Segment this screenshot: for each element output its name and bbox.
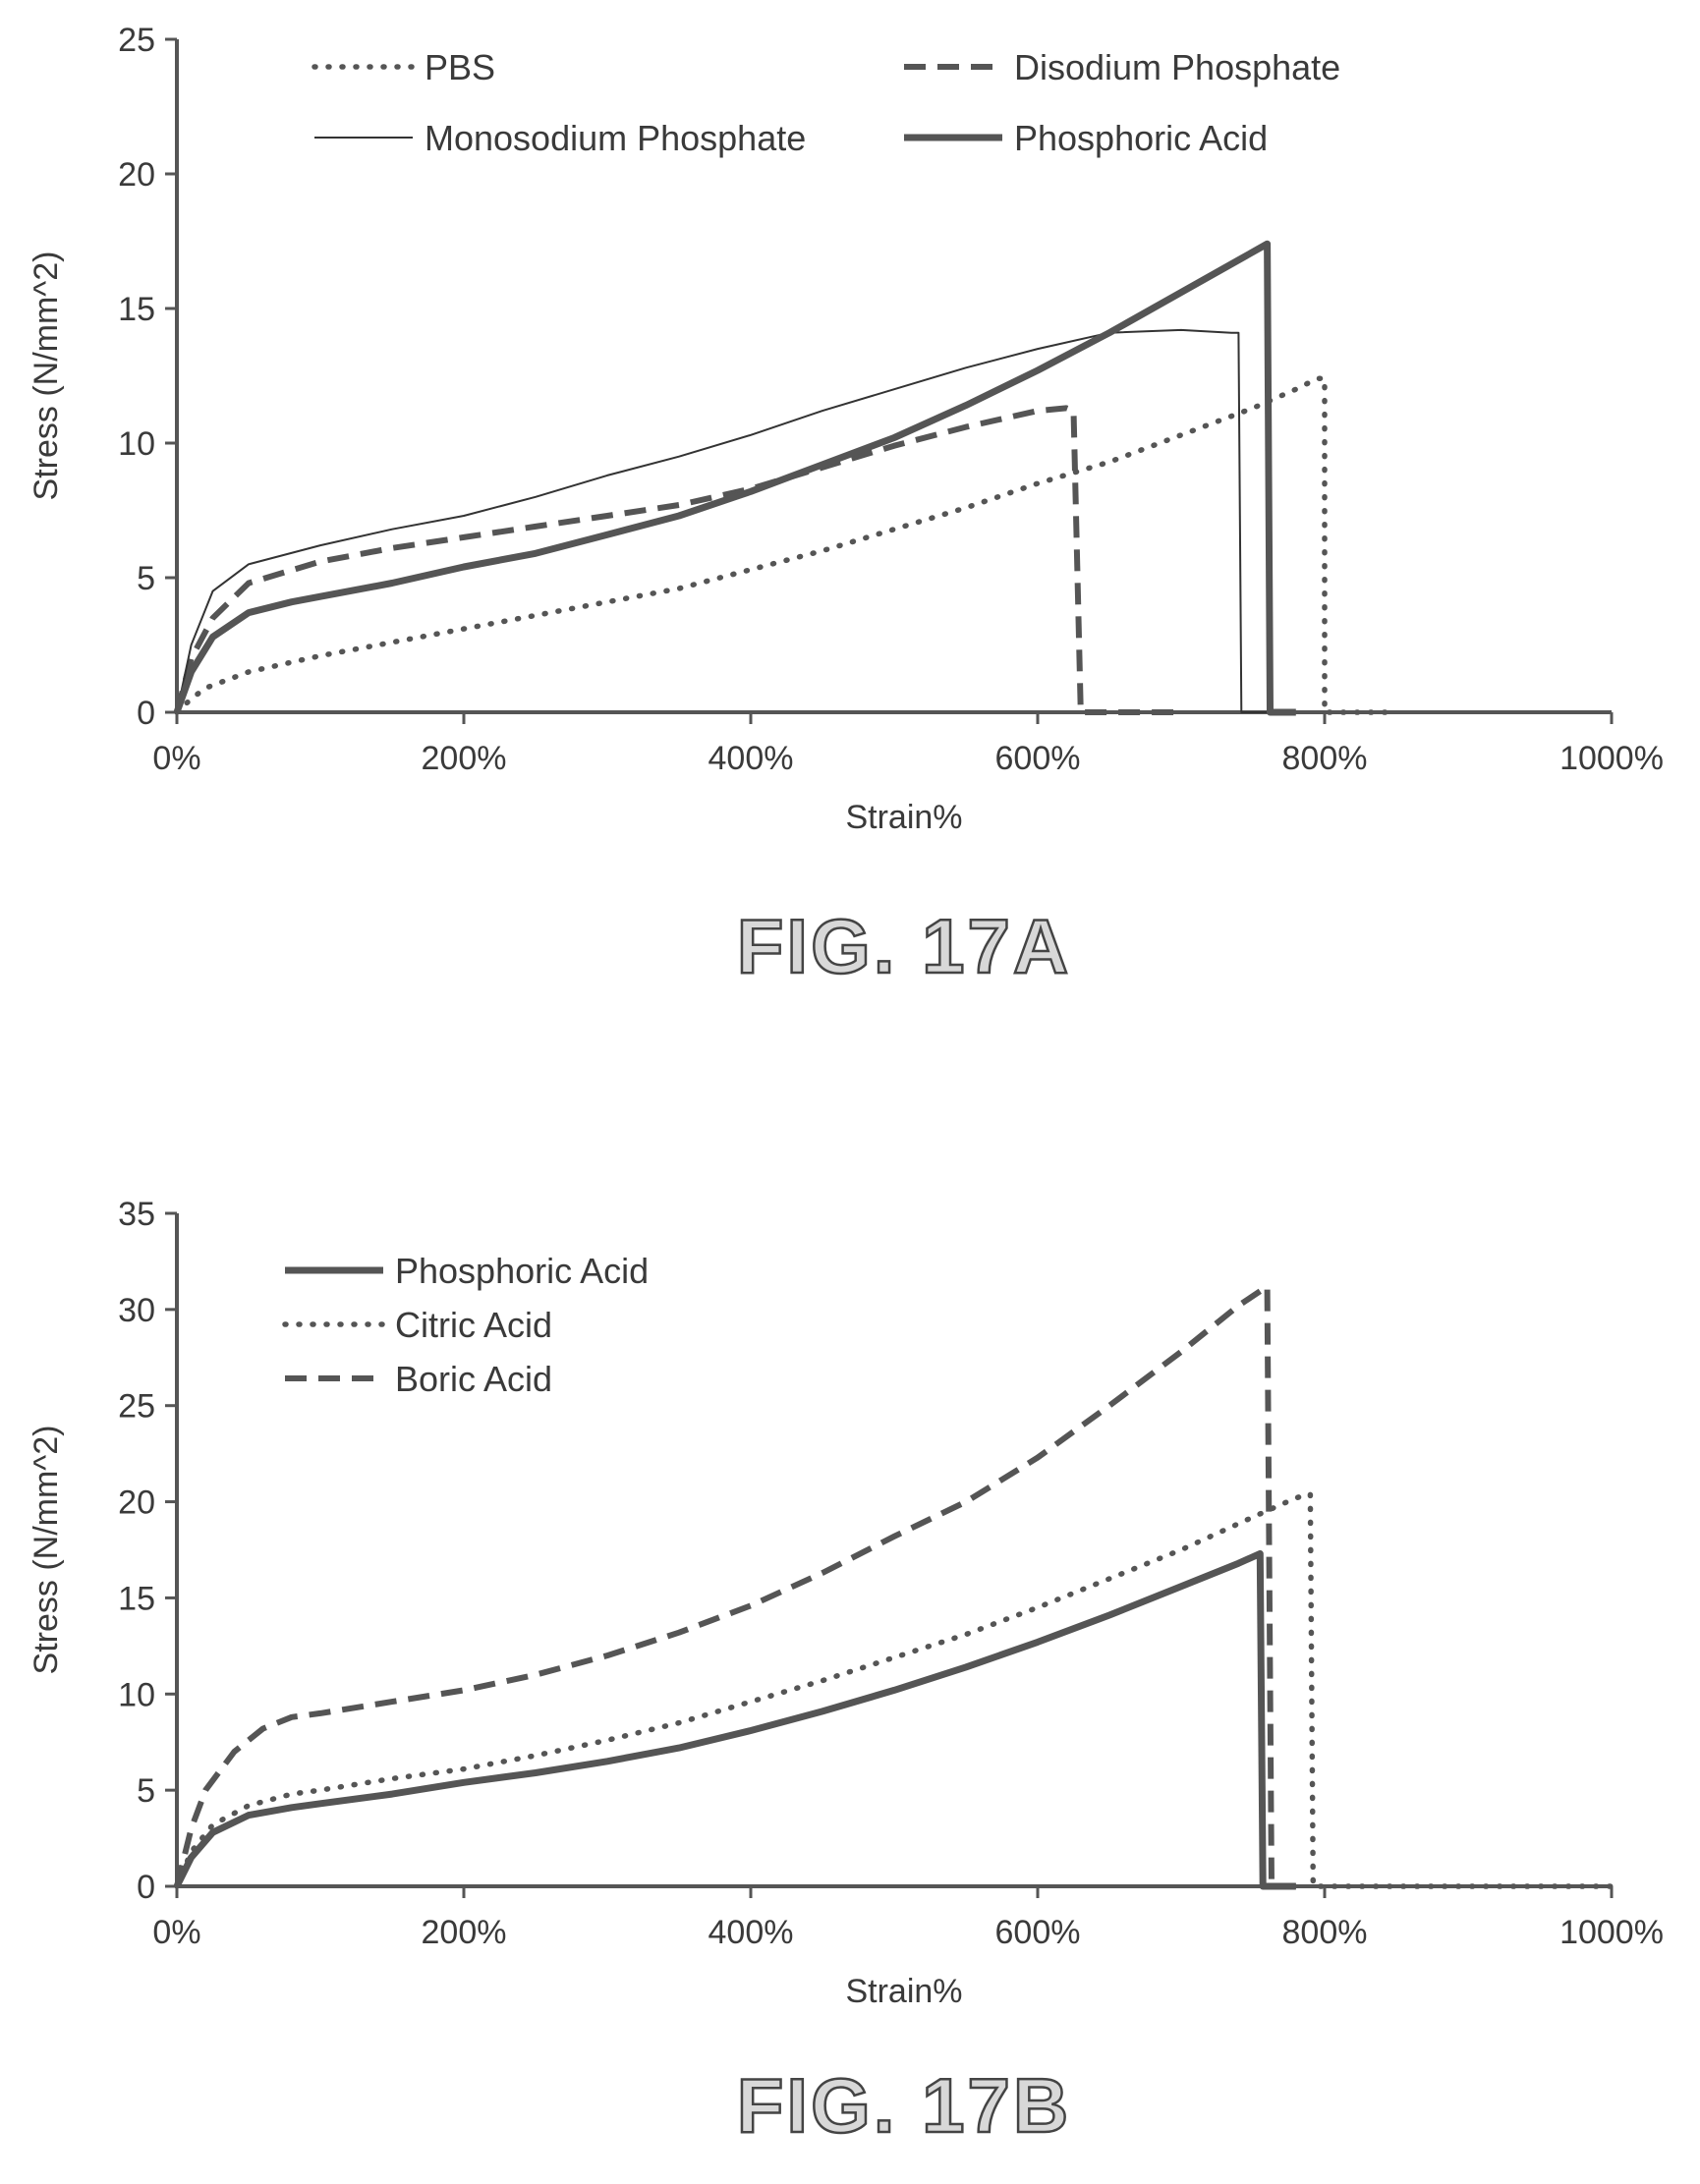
- chart-17b: 0 5 10 15 20 25 30 35 0% 200% 400% 600% 800% 1000% Str…: [28, 1196, 1664, 2150]
- x-tick-label: 200%: [422, 1914, 507, 1951]
- x-tick-label: 600%: [995, 740, 1081, 777]
- x-tick-label: 1000%: [1559, 1914, 1664, 1951]
- series-line-phosphoric-acid: [173, 1549, 1296, 1890]
- figure-17b: 0 5 10 15 20 25 30 35 0% 200% 400% 600% 800% 1000% Str…: [0, 1159, 1700, 2184]
- x-tick-label: 600%: [995, 1914, 1081, 1951]
- legend-label-phosphoric-acid: Phosphoric Acid: [1014, 118, 1268, 158]
- y-tick-label: 0: [137, 695, 155, 732]
- series-line-disodium-phosphate: [174, 405, 1181, 715]
- legend-label-monosodium-phosphate: Monosodium Phosphate: [425, 118, 806, 158]
- legend-label-citric-acid: Citric Acid: [395, 1305, 552, 1345]
- x-tick-label: 0%: [152, 1914, 200, 1951]
- y-axis-label: Stress (N/mm^2): [28, 1426, 65, 1675]
- y-tick-label: 10: [118, 1676, 155, 1713]
- figure-caption: FIG. 17A: [737, 903, 1071, 989]
- y-tick-label: 20: [118, 1484, 155, 1522]
- x-axis-label: Strain%: [845, 1973, 962, 2010]
- chart-17a: 0 5 10 15 20 25 0% 200% 400% 600% 800% 1000% Strain%…: [28, 22, 1664, 990]
- figure-17a: 0 5 10 15 20 25 0% 200% 400% 600% 800% 1000% Strain%…: [0, 0, 1700, 1041]
- series-line-pbs: [174, 375, 1399, 715]
- legend-label-disodium-phosphate: Disodium Phosphate: [1014, 47, 1340, 87]
- x-tick-label: 800%: [1282, 1914, 1368, 1951]
- series-line-citric-acid: [174, 1490, 1615, 1889]
- series-line-phosphoric-acid: [173, 240, 1296, 716]
- y-tick-label: 5: [137, 1772, 155, 1810]
- y-axis-label: Stress (N/mm^2): [28, 252, 65, 501]
- y-tick-label: 0: [137, 1869, 155, 1906]
- legend-label-phosphoric-acid: Phosphoric Acid: [395, 1251, 649, 1291]
- x-tick-label: 200%: [422, 740, 507, 777]
- x-axis-label: Strain%: [845, 799, 962, 836]
- legend-label-boric-acid: Boric Acid: [395, 1359, 552, 1399]
- y-tick-label: 10: [118, 425, 155, 463]
- series-line-boric-acid: [174, 1283, 1296, 1889]
- y-tick-label: 20: [118, 156, 155, 194]
- figure-caption: FIG. 17B: [737, 2062, 1071, 2149]
- x-tick-label: 1000%: [1559, 740, 1664, 777]
- series-line-monosodium-phosphate: [176, 328, 1268, 713]
- x-tick-label: 400%: [708, 1914, 794, 1951]
- x-tick-label: 800%: [1282, 740, 1368, 777]
- x-tick-label: 0%: [152, 740, 200, 777]
- y-tick-label: 25: [118, 22, 155, 59]
- legend-label-pbs: PBS: [425, 47, 495, 87]
- y-tick-label: 30: [118, 1292, 155, 1329]
- y-tick-label: 15: [118, 291, 155, 328]
- y-tick-label: 5: [137, 560, 155, 597]
- y-tick-label: 35: [118, 1196, 155, 1233]
- x-tick-label: 400%: [708, 740, 794, 777]
- y-tick-label: 15: [118, 1580, 155, 1617]
- y-tick-label: 25: [118, 1388, 155, 1426]
